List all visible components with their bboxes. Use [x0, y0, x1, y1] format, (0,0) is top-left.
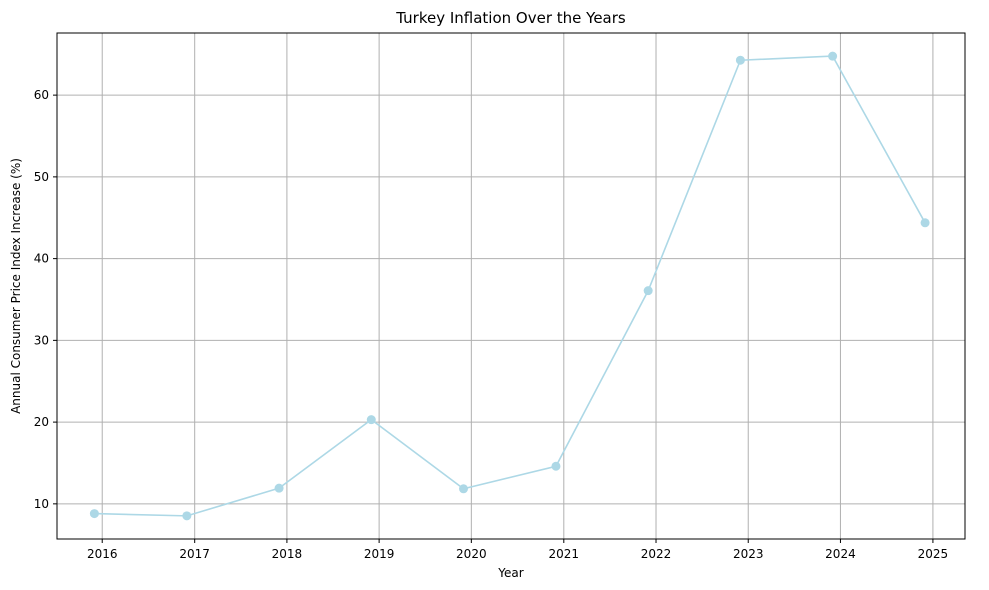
y-tick-label: 60	[34, 88, 49, 102]
y-axis-label: Annual Consumer Price Index Increase (%)	[9, 158, 23, 414]
x-axis-label: Year	[497, 566, 523, 580]
data-point	[920, 218, 930, 228]
data-point	[89, 509, 99, 519]
data-point	[274, 483, 284, 493]
data-point	[735, 55, 745, 65]
tick-layer: 2016 2017 2018 2019 2020 2021 2022 2023 2024 2025…	[34, 88, 948, 561]
data-point	[182, 511, 192, 521]
series-line	[94, 55, 926, 517]
plot-area-frame	[56, 32, 966, 540]
data-point	[366, 415, 376, 425]
x-tick-label: 2020	[456, 547, 487, 561]
x-tick-label: 2017	[179, 547, 210, 561]
x-tick-label: 2016	[87, 547, 118, 561]
x-tick-label: 2021	[549, 547, 580, 561]
grid	[57, 33, 965, 539]
y-tick-label: 50	[34, 170, 49, 184]
data-point	[551, 461, 561, 471]
x-tick-label: 2018	[272, 547, 303, 561]
x-tick-label: 2022	[641, 547, 672, 561]
x-tick-label: 2025	[918, 547, 949, 561]
y-tick-label: 10	[34, 497, 49, 511]
data-point	[643, 286, 653, 296]
y-tick-label: 20	[34, 415, 49, 429]
x-tick-label: 2024	[825, 547, 856, 561]
data-point	[459, 484, 469, 494]
data-point	[828, 51, 838, 61]
x-tick-label: 2019	[364, 547, 395, 561]
y-tick-label: 40	[34, 252, 49, 266]
x-tick-label: 2023	[733, 547, 764, 561]
y-tick-label: 30	[34, 333, 49, 347]
chart-title: Turkey Inflation Over the Years	[395, 9, 626, 27]
series-layer	[89, 51, 930, 521]
